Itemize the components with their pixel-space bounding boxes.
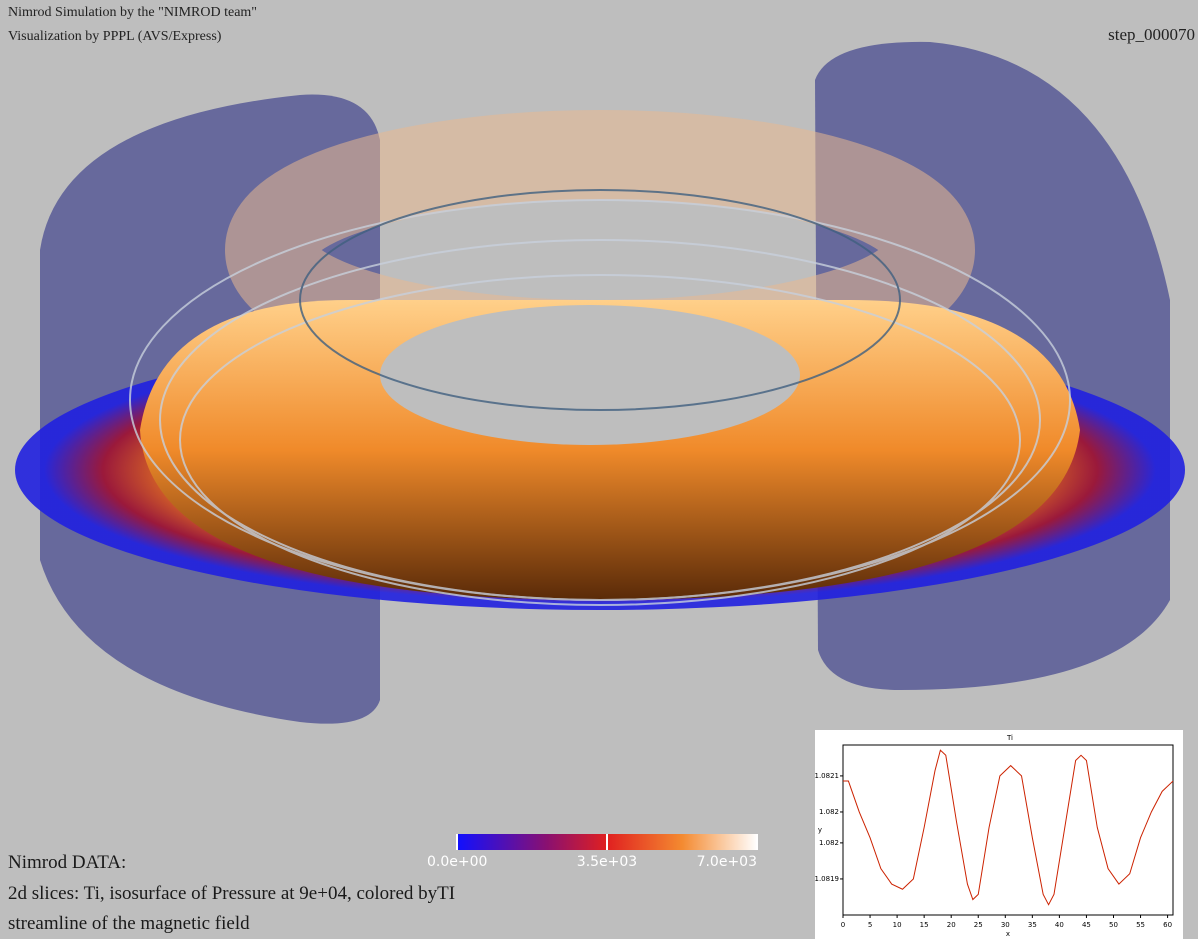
x-tick-label: 15 xyxy=(920,921,929,929)
y-tick-label: 1.0821 xyxy=(815,772,840,780)
torus-hole xyxy=(380,305,800,445)
x-tick-label: 60 xyxy=(1163,921,1172,929)
x-tick-label: 40 xyxy=(1055,921,1064,929)
x-tick-label: 45 xyxy=(1082,921,1091,929)
step-label: step_000070 xyxy=(1108,25,1195,44)
x-tick-label: 30 xyxy=(1001,921,1010,929)
note: streamline of the magnetic field xyxy=(8,913,250,934)
y-tick-label: 1.082 xyxy=(819,839,839,847)
y-axis-label: y xyxy=(818,826,822,834)
x-tick-label: 50 xyxy=(1109,921,1118,929)
x-tick-label: 5 xyxy=(868,921,872,929)
credit: Nimrod Simulation by the "NIMROD team" xyxy=(8,5,257,20)
y-tick-label: 1.0819 xyxy=(815,875,840,883)
y-tick-label: 1.082 xyxy=(819,808,839,816)
credit: Visualization by PPPL (AVS/Express) xyxy=(8,29,222,44)
x-tick-label: 55 xyxy=(1136,921,1145,929)
x-tick-label: 35 xyxy=(1028,921,1037,929)
x-tick-label: 25 xyxy=(974,921,983,929)
note: 2d slices: Ti, isosurface of Pressure at… xyxy=(8,883,455,904)
note: Nimrod DATA: xyxy=(8,852,126,873)
x-axis-label: x xyxy=(1006,930,1010,938)
screenshot: Nimrod Simulation by the "NIMROD team" V… xyxy=(0,0,1198,939)
colorbar-label: 7.0e+03 xyxy=(697,854,757,870)
x-tick-label: 0 xyxy=(841,921,845,929)
inset-plot xyxy=(815,730,1183,939)
x-tick-label: 20 xyxy=(947,921,956,929)
colorbar-label: 3.5e+03 xyxy=(577,854,637,870)
visualization: Nimrod Simulation by the "NIMROD team" V… xyxy=(0,0,1198,939)
chart-title: Ti xyxy=(1006,734,1013,742)
x-tick-label: 10 xyxy=(893,921,902,929)
colorbar-label: 0.0e+00 xyxy=(427,854,487,870)
